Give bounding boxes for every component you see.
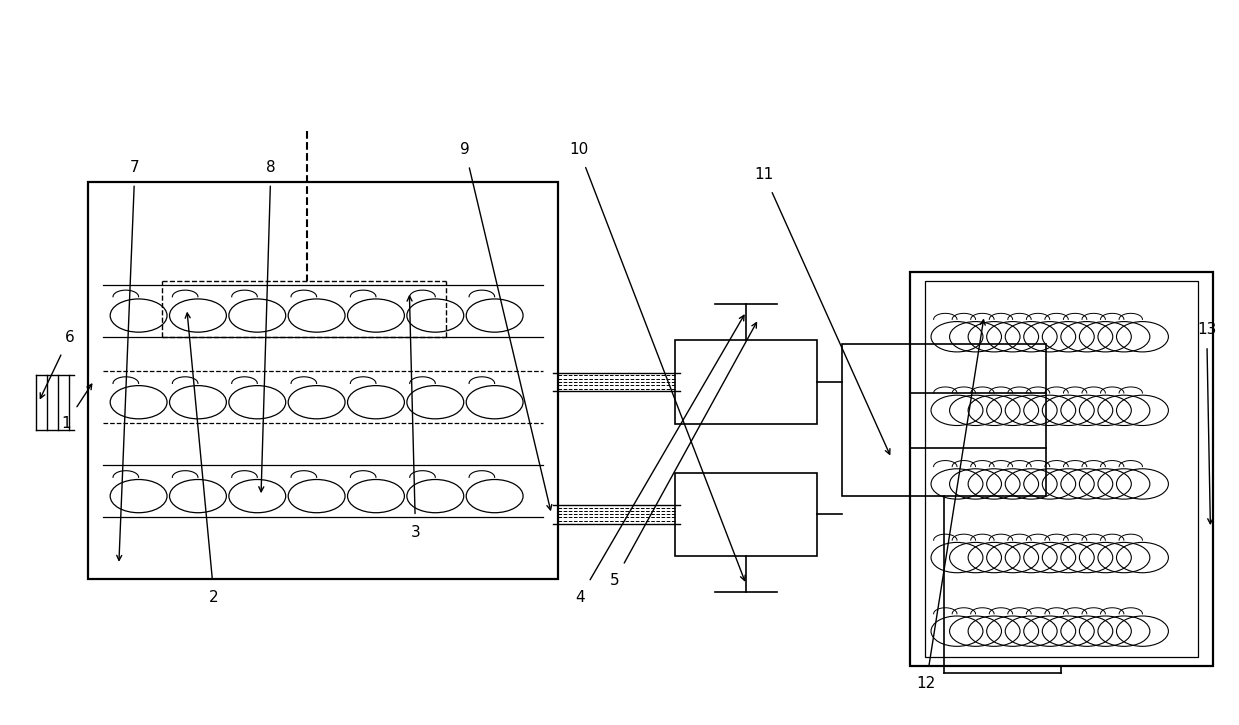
Text: 1: 1 (61, 416, 71, 431)
Text: 6: 6 (64, 330, 74, 344)
Bar (843, 344, 1046, 496)
Text: 9: 9 (460, 142, 470, 157)
Bar (909, 272, 1213, 666)
Bar (675, 473, 818, 555)
Text: 12: 12 (917, 676, 935, 692)
Bar (675, 341, 818, 423)
Text: 3: 3 (410, 525, 420, 539)
Text: 7: 7 (130, 160, 140, 175)
Text: 5: 5 (610, 573, 620, 588)
Bar (88, 182, 558, 579)
Text: 11: 11 (755, 167, 774, 182)
Text: 8: 8 (266, 160, 276, 175)
Text: 4: 4 (575, 589, 585, 605)
Text: 13: 13 (1197, 323, 1217, 338)
Text: 2: 2 (209, 589, 219, 605)
Bar (924, 281, 1198, 657)
Text: 10: 10 (569, 142, 589, 157)
